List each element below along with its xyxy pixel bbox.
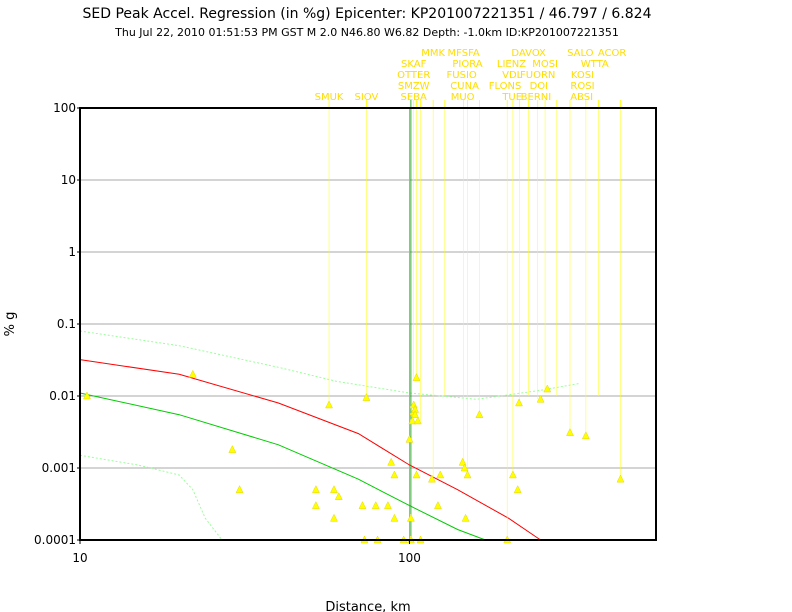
data-point bbox=[228, 445, 237, 453]
station-label: MOSI bbox=[532, 59, 558, 70]
median-regression-curve bbox=[79, 392, 486, 541]
data-point bbox=[475, 410, 484, 418]
station-label: WTTA bbox=[581, 59, 609, 70]
data-point bbox=[508, 470, 517, 479]
y-tick-labels: 100 10 1 0.1 0.01 0.001 0.0001 bbox=[34, 101, 80, 547]
upper-bound-curve bbox=[79, 330, 581, 400]
data-point bbox=[362, 393, 371, 401]
data-point bbox=[412, 373, 421, 381]
data-point bbox=[616, 474, 625, 483]
station-label: BERNI bbox=[521, 92, 552, 103]
data-point bbox=[387, 457, 396, 466]
station-label: SIOV bbox=[354, 92, 378, 103]
y-tick-label: 0.01 bbox=[49, 389, 76, 403]
data-point bbox=[566, 428, 574, 436]
data-point bbox=[383, 501, 392, 509]
data-point bbox=[428, 474, 436, 483]
curves bbox=[79, 330, 581, 541]
data-point bbox=[235, 485, 244, 493]
station-label: LIENZ bbox=[497, 59, 526, 70]
data-point bbox=[436, 470, 445, 479]
data-point bbox=[358, 501, 367, 509]
data-point bbox=[312, 501, 320, 509]
station-label: FLONS bbox=[489, 81, 522, 92]
chart-title: SED Peak Accel. Regression (in %g) Epice… bbox=[83, 6, 652, 22]
station-label: PIORA bbox=[452, 59, 482, 70]
y-tick-label: 0.0001 bbox=[34, 533, 76, 547]
y-tick-label: 10 bbox=[61, 173, 76, 187]
station-label: VDL bbox=[502, 70, 523, 81]
station-label: TUE bbox=[501, 92, 522, 103]
station-label: KOSI bbox=[571, 70, 594, 81]
data-point bbox=[434, 501, 442, 509]
data-point bbox=[334, 492, 343, 500]
station-lines bbox=[328, 100, 621, 108]
station-label: SMUK bbox=[315, 92, 344, 103]
station-label: MUO bbox=[451, 92, 475, 103]
data-point bbox=[83, 391, 91, 400]
data-point bbox=[407, 513, 415, 522]
data-point bbox=[390, 513, 399, 522]
y-tick-label: 100 bbox=[53, 101, 76, 115]
x-tick-label: 100 bbox=[398, 551, 421, 565]
data-point bbox=[458, 457, 467, 466]
data-point bbox=[390, 470, 399, 479]
data-point bbox=[188, 369, 197, 378]
data-point bbox=[413, 416, 422, 425]
station-label: ACOR bbox=[598, 48, 627, 59]
data-point bbox=[536, 394, 545, 403]
station-label: SEBA bbox=[401, 92, 428, 103]
station-lines-inside bbox=[328, 100, 621, 540]
station-label: CUNA bbox=[450, 81, 479, 92]
y-tick-label: 0.001 bbox=[42, 461, 76, 475]
mean-regression-curve bbox=[79, 359, 541, 541]
station-label: SALO bbox=[567, 48, 594, 59]
data-point bbox=[581, 431, 590, 440]
data-point bbox=[312, 485, 320, 493]
x-tick-labels: 10 100 bbox=[72, 540, 421, 565]
data-point bbox=[330, 485, 338, 493]
y-tick-label: 0.1 bbox=[57, 317, 76, 331]
y-axis-label: % g bbox=[3, 312, 18, 337]
data-point bbox=[371, 501, 380, 509]
station-label: DOI bbox=[530, 81, 549, 92]
x-axis-label: Distance, km bbox=[325, 600, 410, 612]
data-point bbox=[325, 400, 333, 409]
data-point bbox=[513, 485, 522, 493]
x-tick-label: 10 bbox=[72, 551, 87, 565]
data-point bbox=[408, 416, 417, 425]
data-point bbox=[330, 513, 338, 522]
data-point bbox=[412, 470, 421, 479]
y-tick-label: 1 bbox=[68, 245, 76, 259]
data-point bbox=[543, 384, 552, 393]
station-label: FUSIO bbox=[447, 70, 477, 81]
station-label: MMK bbox=[421, 48, 445, 59]
station-label: SMZW bbox=[398, 81, 430, 92]
station-label: SKAF bbox=[401, 59, 427, 70]
station-label: ROSI bbox=[570, 81, 594, 92]
data-point bbox=[461, 513, 470, 522]
data-point bbox=[411, 410, 420, 418]
data-point bbox=[515, 398, 523, 407]
data-point bbox=[463, 470, 472, 479]
station-label: MFSFA bbox=[448, 48, 480, 59]
lower-bound-curve bbox=[79, 454, 223, 541]
station-label: FUORN bbox=[520, 70, 555, 81]
data-point bbox=[460, 463, 469, 472]
station-label: ABSI bbox=[570, 92, 593, 103]
station-label: OTTER bbox=[397, 70, 430, 81]
station-label: DAVOX bbox=[511, 48, 546, 59]
chart-subtitle: Thu Jul 22, 2010 01:51:53 PM GST M 2.0 N… bbox=[114, 26, 619, 39]
data-point bbox=[405, 434, 414, 443]
